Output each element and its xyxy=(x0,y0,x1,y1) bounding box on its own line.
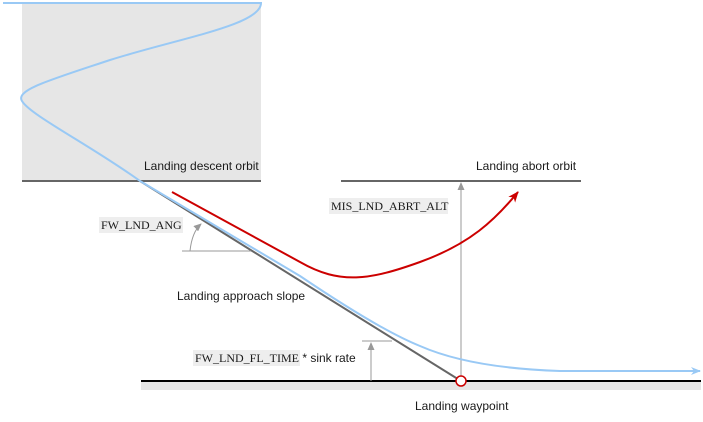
abort-path xyxy=(171,191,519,279)
descent-orbit-area xyxy=(22,3,261,181)
landing-waypoint-marker xyxy=(455,375,467,387)
landing-waypoint-label: Landing waypoint xyxy=(415,399,509,413)
flare-param-text: FW_LND_FL_TIME xyxy=(195,351,299,365)
angle-param-label: FW_LND_ANG xyxy=(101,218,182,232)
abort-alt-param-bg xyxy=(329,198,448,214)
approach-slope-line xyxy=(139,180,462,382)
angle-arc xyxy=(189,223,202,252)
flight-path xyxy=(3,2,701,375)
ground-strip xyxy=(141,381,701,390)
abort-orbit-label: Landing abort orbit xyxy=(476,159,577,173)
flare-suffix-text: * sink rate xyxy=(299,351,356,365)
angle-param-bg xyxy=(99,217,183,233)
approach-slope-label: Landing approach slope xyxy=(177,289,305,303)
abort-alt-param-label: MIS_LND_ABRT_ALT xyxy=(331,199,449,213)
flare-param-bg xyxy=(193,350,300,366)
flare-label: FW_LND_FL_TIME * sink rate xyxy=(195,351,356,365)
descent-orbit-label: Landing descent orbit xyxy=(144,159,259,173)
